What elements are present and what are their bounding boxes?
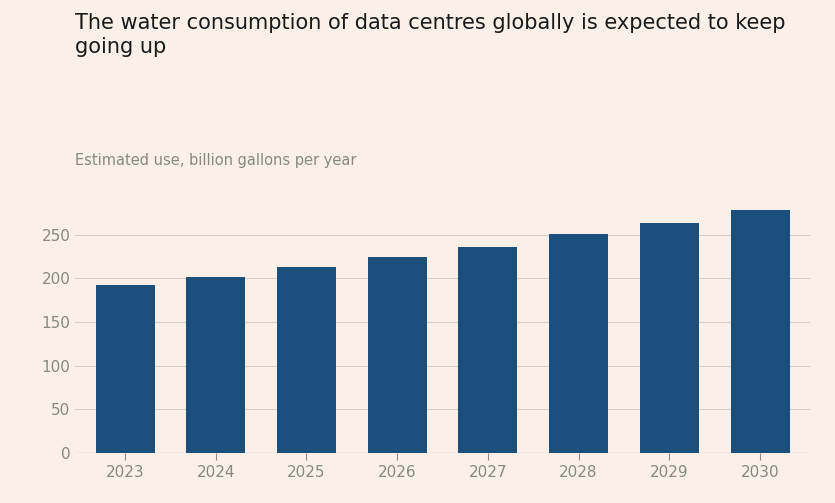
Bar [640,223,699,453]
Bar [95,285,154,453]
Text: The water consumption of data centres globally is expected to keep
going up: The water consumption of data centres gl… [75,13,786,56]
Bar [458,247,518,453]
Text: Estimated use, billion gallons per year: Estimated use, billion gallons per year [75,153,357,169]
Bar [549,234,608,453]
Bar [186,277,245,453]
Bar [731,210,790,453]
Bar [277,267,336,453]
Bar [367,257,427,453]
